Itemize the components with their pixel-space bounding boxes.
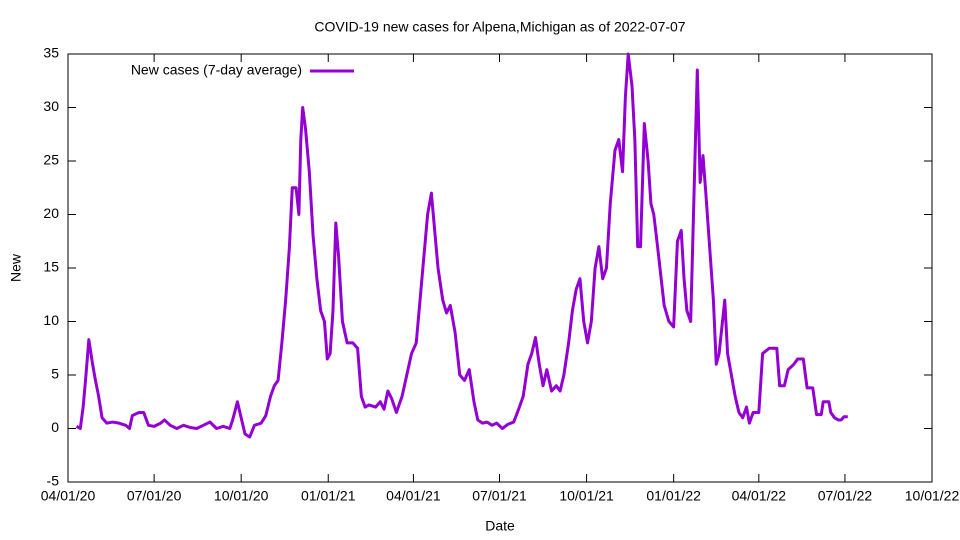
y-tick-label: 15 — [43, 259, 59, 275]
x-tick-label: 07/01/22 — [818, 488, 873, 504]
x-tick-label: 01/01/21 — [301, 488, 356, 504]
chart-title: COVID-19 new cases for Alpena,Michigan a… — [314, 19, 685, 35]
y-tick-label: 20 — [43, 205, 59, 221]
y-tick-label: 25 — [43, 152, 59, 168]
x-tick-label: 07/01/20 — [127, 488, 182, 504]
x-tick-label: 01/01/22 — [646, 488, 701, 504]
x-tick-label: 10/01/22 — [905, 488, 960, 504]
y-tick-label: 5 — [51, 366, 59, 382]
y-tick-label: 0 — [51, 419, 59, 435]
x-tick-label: 04/01/22 — [732, 488, 787, 504]
x-tick-label: 10/01/21 — [559, 488, 614, 504]
x-tick-label: 10/01/20 — [214, 488, 269, 504]
x-tick-label: 04/01/20 — [41, 488, 96, 504]
x-tick-label: 07/01/21 — [472, 488, 527, 504]
x-tick-label: 04/01/21 — [386, 488, 441, 504]
legend-label: New cases (7-day average) — [131, 62, 302, 78]
y-tick-label: -5 — [47, 473, 60, 489]
y-tick-label: 30 — [43, 98, 59, 114]
y-tick-label: 35 — [43, 45, 59, 61]
y-tick-label: 10 — [43, 312, 59, 328]
y-axis-label: New — [8, 253, 24, 282]
plot-border — [67, 53, 933, 483]
data-line — [75, 52, 848, 439]
x-axis-label: Date — [485, 518, 515, 534]
